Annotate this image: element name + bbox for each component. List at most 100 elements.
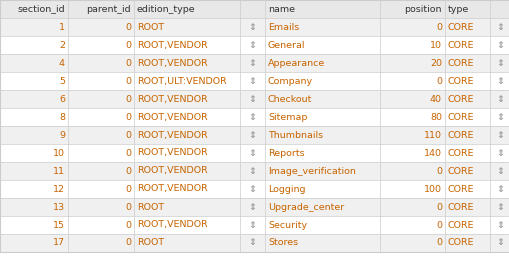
Text: 12: 12 bbox=[53, 185, 65, 194]
Text: ROOT,VENDOR: ROOT,VENDOR bbox=[137, 221, 207, 230]
Bar bbox=[0, 216, 509, 234]
Text: Security: Security bbox=[267, 221, 306, 230]
Bar bbox=[0, 18, 509, 36]
Text: CORE: CORE bbox=[447, 113, 473, 122]
Text: 8: 8 bbox=[59, 113, 65, 122]
Text: 0: 0 bbox=[125, 221, 131, 230]
Text: ⇕: ⇕ bbox=[495, 131, 503, 140]
Text: ROOT,VENDOR: ROOT,VENDOR bbox=[137, 149, 207, 158]
Text: 0: 0 bbox=[435, 203, 441, 212]
Text: ⇕: ⇕ bbox=[495, 23, 503, 32]
Text: ⇕: ⇕ bbox=[495, 95, 503, 104]
Text: ⇕: ⇕ bbox=[248, 41, 256, 50]
Text: 6: 6 bbox=[59, 95, 65, 104]
Text: CORE: CORE bbox=[447, 185, 473, 194]
Text: ⇕: ⇕ bbox=[495, 238, 503, 247]
Text: edition_type: edition_type bbox=[137, 5, 195, 14]
Text: CORE: CORE bbox=[447, 77, 473, 86]
Text: CORE: CORE bbox=[447, 95, 473, 104]
Text: CORE: CORE bbox=[447, 203, 473, 212]
Text: ⇕: ⇕ bbox=[248, 23, 256, 32]
Bar bbox=[0, 126, 509, 144]
Text: 80: 80 bbox=[429, 113, 441, 122]
Text: ⇕: ⇕ bbox=[248, 238, 256, 247]
Text: General: General bbox=[267, 41, 305, 50]
Text: type: type bbox=[447, 5, 468, 14]
Text: 5: 5 bbox=[59, 77, 65, 86]
Text: 20: 20 bbox=[429, 59, 441, 68]
Text: 0: 0 bbox=[125, 131, 131, 140]
Text: 100: 100 bbox=[423, 185, 441, 194]
Text: ⇕: ⇕ bbox=[248, 167, 256, 176]
Text: CORE: CORE bbox=[447, 149, 473, 158]
Text: ⇕: ⇕ bbox=[248, 113, 256, 122]
Text: ROOT,VENDOR: ROOT,VENDOR bbox=[137, 95, 207, 104]
Text: 0: 0 bbox=[125, 41, 131, 50]
Text: 0: 0 bbox=[125, 203, 131, 212]
Text: 40: 40 bbox=[429, 95, 441, 104]
Text: CORE: CORE bbox=[447, 23, 473, 32]
Bar bbox=[0, 108, 509, 126]
Text: ROOT: ROOT bbox=[137, 23, 164, 32]
Text: 0: 0 bbox=[125, 238, 131, 247]
Text: Emails: Emails bbox=[267, 23, 299, 32]
Text: CORE: CORE bbox=[447, 59, 473, 68]
Text: ⇕: ⇕ bbox=[248, 59, 256, 68]
Text: ROOT,VENDOR: ROOT,VENDOR bbox=[137, 59, 207, 68]
Text: 4: 4 bbox=[59, 59, 65, 68]
Text: Upgrade_center: Upgrade_center bbox=[267, 203, 344, 212]
Text: ⇕: ⇕ bbox=[495, 185, 503, 194]
Text: ⇕: ⇕ bbox=[495, 59, 503, 68]
Text: Appearance: Appearance bbox=[267, 59, 325, 68]
Text: 10: 10 bbox=[429, 41, 441, 50]
Text: 0: 0 bbox=[125, 113, 131, 122]
Text: 2: 2 bbox=[59, 41, 65, 50]
Text: section_id: section_id bbox=[17, 5, 65, 14]
Text: Stores: Stores bbox=[267, 238, 298, 247]
Text: Checkout: Checkout bbox=[267, 95, 312, 104]
Text: ⇕: ⇕ bbox=[248, 221, 256, 230]
Text: ⇕: ⇕ bbox=[495, 149, 503, 158]
Text: CORE: CORE bbox=[447, 238, 473, 247]
Text: ⇕: ⇕ bbox=[495, 167, 503, 176]
Text: CORE: CORE bbox=[447, 221, 473, 230]
Text: 0: 0 bbox=[435, 23, 441, 32]
Text: 0: 0 bbox=[125, 95, 131, 104]
Bar bbox=[0, 198, 509, 216]
Text: 0: 0 bbox=[435, 77, 441, 86]
Text: Image_verification: Image_verification bbox=[267, 167, 355, 176]
Text: Reports: Reports bbox=[267, 149, 304, 158]
Text: ⇕: ⇕ bbox=[495, 203, 503, 212]
Text: 0: 0 bbox=[435, 238, 441, 247]
Text: ⇕: ⇕ bbox=[248, 149, 256, 158]
Text: ROOT,VENDOR: ROOT,VENDOR bbox=[137, 167, 207, 176]
Text: ⇕: ⇕ bbox=[248, 131, 256, 140]
Text: 15: 15 bbox=[53, 221, 65, 230]
Bar bbox=[0, 72, 509, 90]
Text: 0: 0 bbox=[125, 77, 131, 86]
Bar bbox=[0, 180, 509, 198]
Text: 0: 0 bbox=[435, 167, 441, 176]
Text: 0: 0 bbox=[125, 23, 131, 32]
Text: name: name bbox=[267, 5, 294, 14]
Text: ROOT,VENDOR: ROOT,VENDOR bbox=[137, 185, 207, 194]
Text: ⇕: ⇕ bbox=[248, 203, 256, 212]
Text: 1: 1 bbox=[59, 23, 65, 32]
Text: ROOT,VENDOR: ROOT,VENDOR bbox=[137, 41, 207, 50]
Text: Logging: Logging bbox=[267, 185, 305, 194]
Text: Company: Company bbox=[267, 77, 313, 86]
Text: ⇕: ⇕ bbox=[495, 41, 503, 50]
Text: ROOT,VENDOR: ROOT,VENDOR bbox=[137, 113, 207, 122]
Text: 0: 0 bbox=[125, 185, 131, 194]
Bar bbox=[0, 90, 509, 108]
Text: CORE: CORE bbox=[447, 167, 473, 176]
Text: parent_id: parent_id bbox=[86, 5, 131, 14]
Text: 10: 10 bbox=[53, 149, 65, 158]
Text: ⇕: ⇕ bbox=[248, 185, 256, 194]
Text: Sitemap: Sitemap bbox=[267, 113, 307, 122]
Text: position: position bbox=[404, 5, 441, 14]
Text: Thumbnails: Thumbnails bbox=[267, 131, 323, 140]
Text: ⇕: ⇕ bbox=[248, 77, 256, 86]
Bar bbox=[0, 234, 509, 252]
Text: CORE: CORE bbox=[447, 41, 473, 50]
